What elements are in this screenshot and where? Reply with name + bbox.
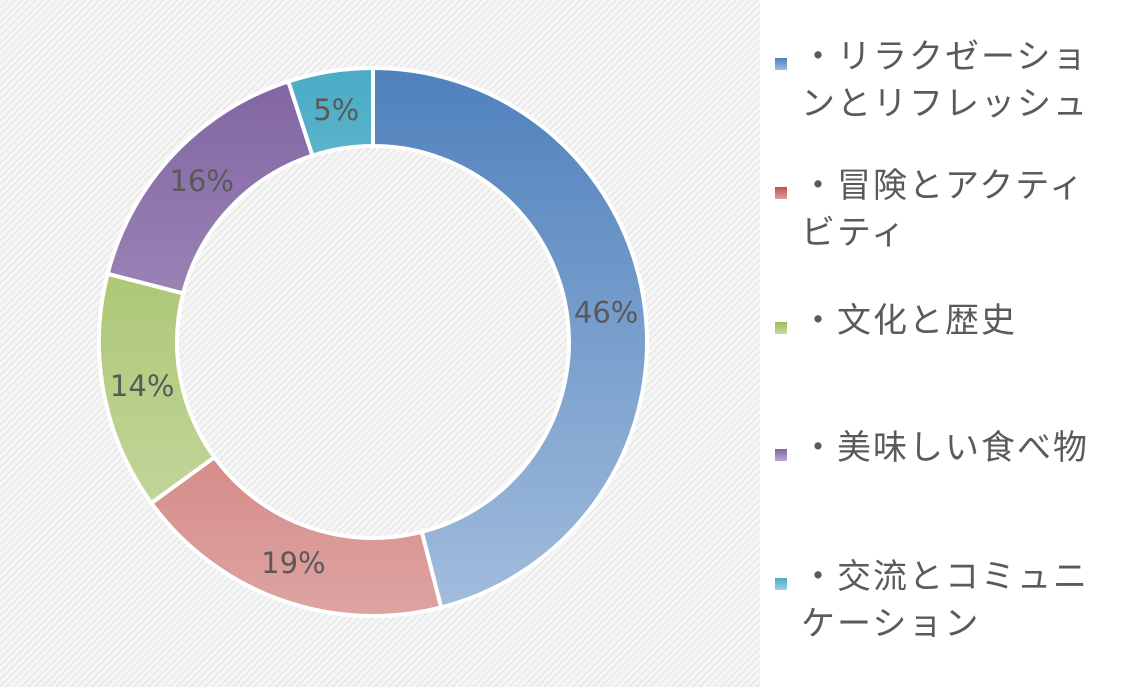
legend-label: ・交流とコミュニケーション xyxy=(801,557,1089,644)
legend-item-4: ・交流とコミュニケーション xyxy=(775,554,1120,648)
slice-4 xyxy=(285,65,375,159)
slice-0 xyxy=(371,65,649,610)
legend-item-0: ・リラクゼーションとリフレッシュ xyxy=(775,34,1120,128)
legend-marker xyxy=(775,322,787,334)
legend-marker xyxy=(775,58,787,70)
data-label-2: 14% xyxy=(110,369,174,403)
legend-item-1: ・冒険とアクティビティ xyxy=(775,163,1120,257)
donut-chart: 46% 19% 14% 16% 5% xyxy=(97,65,649,618)
data-label-3: 16% xyxy=(169,164,233,198)
data-label-0: 46% xyxy=(574,296,638,330)
slices xyxy=(97,65,649,618)
legend-label: ・リラクゼーションとリフレッシュ xyxy=(801,37,1089,124)
data-label-1: 19% xyxy=(261,546,325,580)
legend-label: ・美味しい食べ物 xyxy=(801,428,1089,468)
data-labels: 46% 19% 14% 16% 5% xyxy=(110,93,638,580)
legend-marker xyxy=(775,449,787,461)
data-label-4: 5% xyxy=(313,93,359,127)
legend: ・リラクゼーションとリフレッシュ ・冒険とアクティビティ・文化と歴史・美味しい食べ… xyxy=(760,0,1134,687)
legend-label: ・文化と歴史 xyxy=(801,301,1017,341)
slice-1 xyxy=(148,454,444,618)
legend-item-2: ・文化と歴史 xyxy=(775,298,1120,345)
legend-label: ・冒険とアクティビティ xyxy=(801,166,1086,253)
legend-item-3: ・美味しい食べ物 xyxy=(775,425,1120,472)
legend-marker xyxy=(775,187,787,199)
legend-marker xyxy=(775,578,787,590)
